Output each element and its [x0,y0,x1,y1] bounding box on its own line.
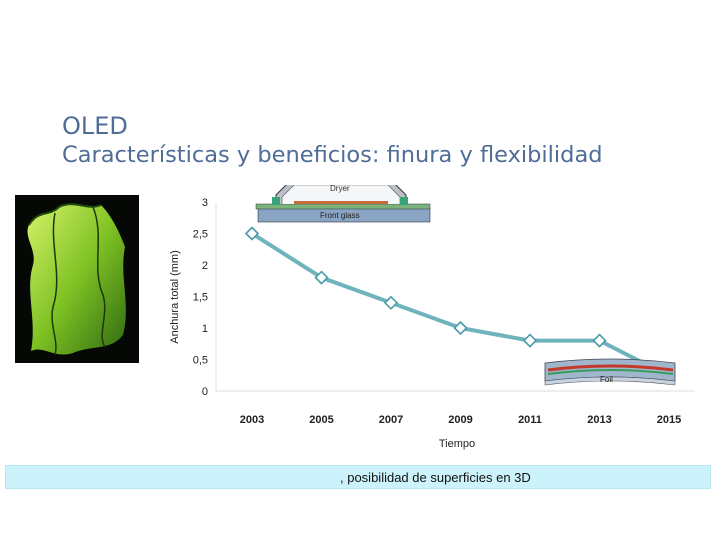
foil-label: Foil [600,375,613,384]
x-tick-label: 2011 [518,414,542,426]
flexible-oled-photo [15,195,139,363]
y-tick-label: 1 [202,323,208,335]
series-line [250,231,658,371]
front-glass-label: Front glass [320,211,360,220]
data-point-marker [383,295,399,310]
y-axis-label: Anchura total (mm) [169,250,181,344]
footer-text: , posibilidad de superficies en 3D [340,470,531,485]
rigid-oled-diagram: Dryer Front glass [255,185,431,223]
x-tick-label: 2005 [309,414,333,426]
x-tick-label: 2009 [448,414,472,426]
data-point-marker [314,270,329,285]
footer-band: , posibilidad de superficies en 3D [5,465,711,489]
x-tick-label: 2013 [587,414,611,426]
y-tick-label: 2,5 [193,229,208,241]
x-tick-label: 2003 [240,414,264,426]
x-tick-label: 2007 [379,414,403,426]
data-point-marker [592,333,607,348]
y-tick-label: 3 [202,197,208,209]
data-point-marker [522,333,538,348]
data-point-marker [453,320,468,336]
flexible-oled-diagram: Foil [544,358,676,386]
thickness-chart: 0 0,5 1 1,5 2 2,5 3 2003 2005 2007 2009 2011 2013 20… [169,185,695,450]
y-tick-label: 2 [202,260,208,272]
dryer-label: Dryer [330,185,350,193]
x-axis-label: Tiempo [439,438,475,450]
data-point-marker [244,226,260,241]
slide-title: OLED [62,112,128,140]
slide-subtitle: Características y beneficios: finura y f… [62,142,603,168]
y-tick-label: 0 [202,386,208,398]
x-tick-label: 2015 [657,414,681,426]
y-tick-label: 0,5 [193,355,208,367]
y-tick-label: 1,5 [193,292,208,304]
